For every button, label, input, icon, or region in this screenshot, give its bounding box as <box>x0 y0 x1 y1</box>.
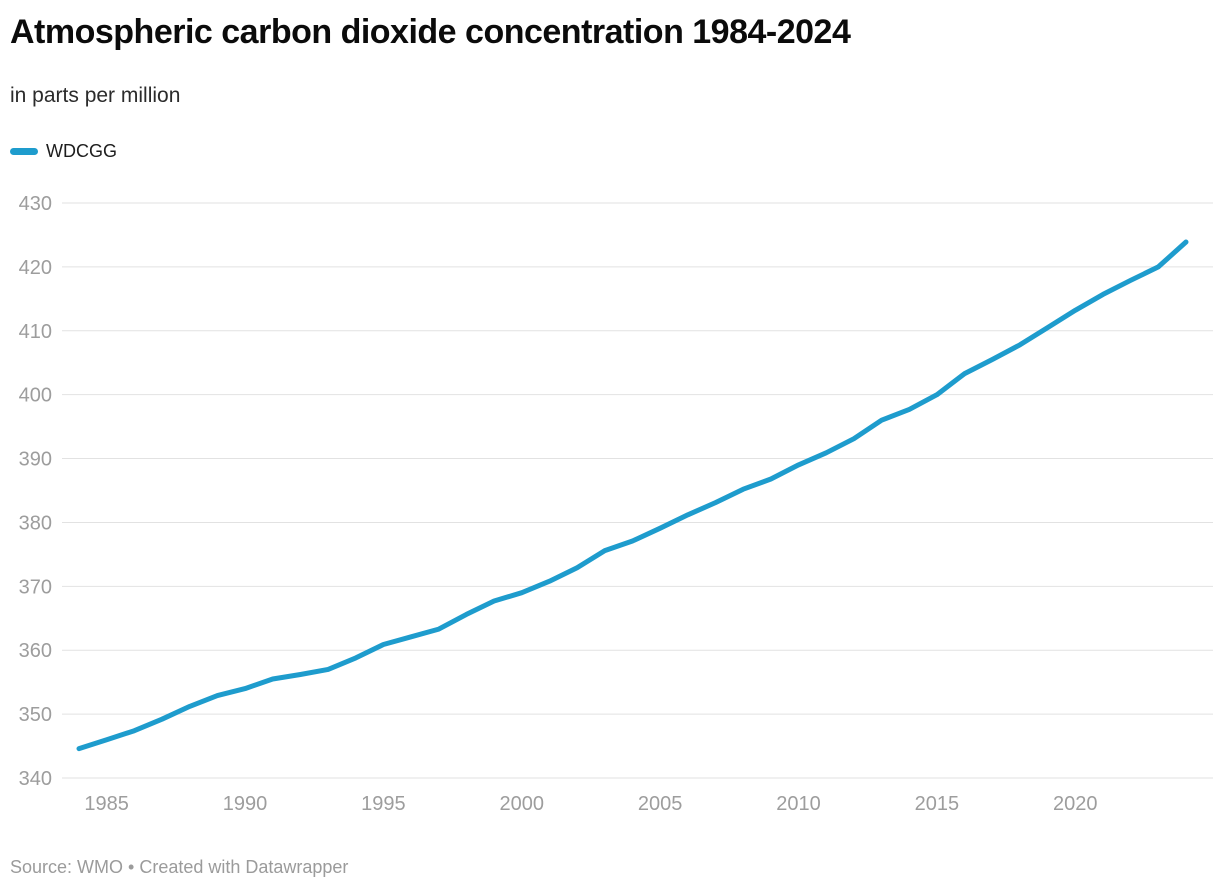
y-tick-label: 380 <box>19 512 52 534</box>
x-tick-label: 2005 <box>638 793 683 815</box>
x-tick-label: 1995 <box>361 793 406 815</box>
x-tick-label: 1985 <box>84 793 129 815</box>
x-tick-label: 2020 <box>1053 793 1098 815</box>
x-tick-label: 2015 <box>915 793 960 815</box>
line-chart: 430 420 410 400 390 380 370 360 350 340 1985 1990 19… <box>19 193 1213 815</box>
y-tick-label: 430 <box>19 193 52 215</box>
y-tick-label: 400 <box>19 385 52 407</box>
y-tick-label: 370 <box>19 576 52 598</box>
legend-series-label: WDCGG <box>46 141 117 161</box>
legend: WDCGG <box>10 141 117 162</box>
y-tick-label: 390 <box>19 449 52 471</box>
y-tick-label: 410 <box>19 321 52 343</box>
y-tick-label: 350 <box>19 704 52 726</box>
legend-line-swatch <box>10 148 38 155</box>
x-tick-label: 1990 <box>223 793 268 815</box>
chart-subtitle: in parts per million <box>10 84 181 107</box>
y-tick-label: 420 <box>19 257 52 279</box>
chart-title: Atmospheric carbon dioxide concentration… <box>10 13 851 51</box>
y-tick-label: 360 <box>19 640 52 662</box>
y-tick-label: 340 <box>19 768 52 790</box>
x-tick-label: 2010 <box>776 793 821 815</box>
co2-concentration-line <box>76 239 1189 752</box>
source-attribution: Source: WMO • Created with Datawrapper <box>10 857 349 877</box>
x-tick-label: 2000 <box>500 793 545 815</box>
